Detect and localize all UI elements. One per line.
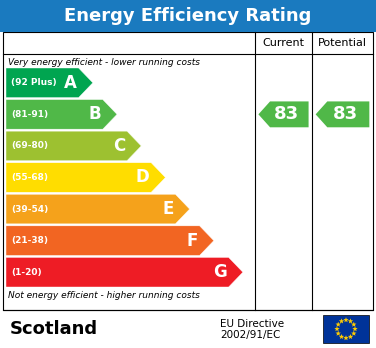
- Polygon shape: [6, 68, 93, 97]
- Polygon shape: [339, 334, 344, 339]
- Polygon shape: [6, 131, 141, 161]
- Text: Not energy efficient - higher running costs: Not energy efficient - higher running co…: [8, 291, 200, 300]
- Text: Very energy efficient - lower running costs: Very energy efficient - lower running co…: [8, 58, 200, 67]
- Text: (21-38): (21-38): [11, 236, 48, 245]
- Text: (39-54): (39-54): [11, 205, 48, 214]
- Bar: [323, 315, 369, 343]
- Polygon shape: [339, 318, 344, 324]
- Text: B: B: [88, 105, 101, 123]
- Polygon shape: [334, 326, 340, 331]
- Text: Energy Efficiency Rating: Energy Efficiency Rating: [64, 7, 312, 25]
- Polygon shape: [258, 101, 309, 127]
- Polygon shape: [343, 317, 349, 322]
- Polygon shape: [351, 331, 356, 336]
- Polygon shape: [348, 334, 353, 339]
- Polygon shape: [6, 194, 190, 224]
- Text: EU Directive: EU Directive: [220, 319, 284, 329]
- Text: Current: Current: [262, 38, 305, 48]
- Text: (55-68): (55-68): [11, 173, 48, 182]
- Text: G: G: [213, 263, 227, 281]
- Polygon shape: [348, 318, 353, 324]
- Polygon shape: [316, 101, 369, 127]
- Polygon shape: [352, 326, 358, 331]
- Text: D: D: [135, 168, 149, 187]
- Text: Scotland: Scotland: [10, 320, 98, 338]
- Bar: [0, 0, 376, 32]
- Text: (1-20): (1-20): [11, 268, 42, 277]
- Polygon shape: [6, 100, 117, 129]
- Polygon shape: [6, 226, 214, 255]
- Polygon shape: [335, 331, 341, 336]
- Text: (92 Plus): (92 Plus): [11, 78, 57, 87]
- Polygon shape: [6, 258, 243, 287]
- Polygon shape: [335, 322, 341, 327]
- Text: C: C: [113, 137, 125, 155]
- Text: E: E: [162, 200, 173, 218]
- Text: Potential: Potential: [318, 38, 367, 48]
- Text: F: F: [186, 232, 198, 250]
- Text: 83: 83: [333, 105, 358, 123]
- Text: (81-91): (81-91): [11, 110, 48, 119]
- Polygon shape: [6, 163, 165, 192]
- Bar: [3, 32, 373, 310]
- Text: 2002/91/EC: 2002/91/EC: [220, 330, 280, 340]
- Polygon shape: [343, 335, 349, 340]
- Text: (69-80): (69-80): [11, 141, 48, 150]
- Text: A: A: [64, 74, 77, 92]
- Polygon shape: [351, 322, 356, 327]
- Text: 83: 83: [273, 105, 299, 123]
